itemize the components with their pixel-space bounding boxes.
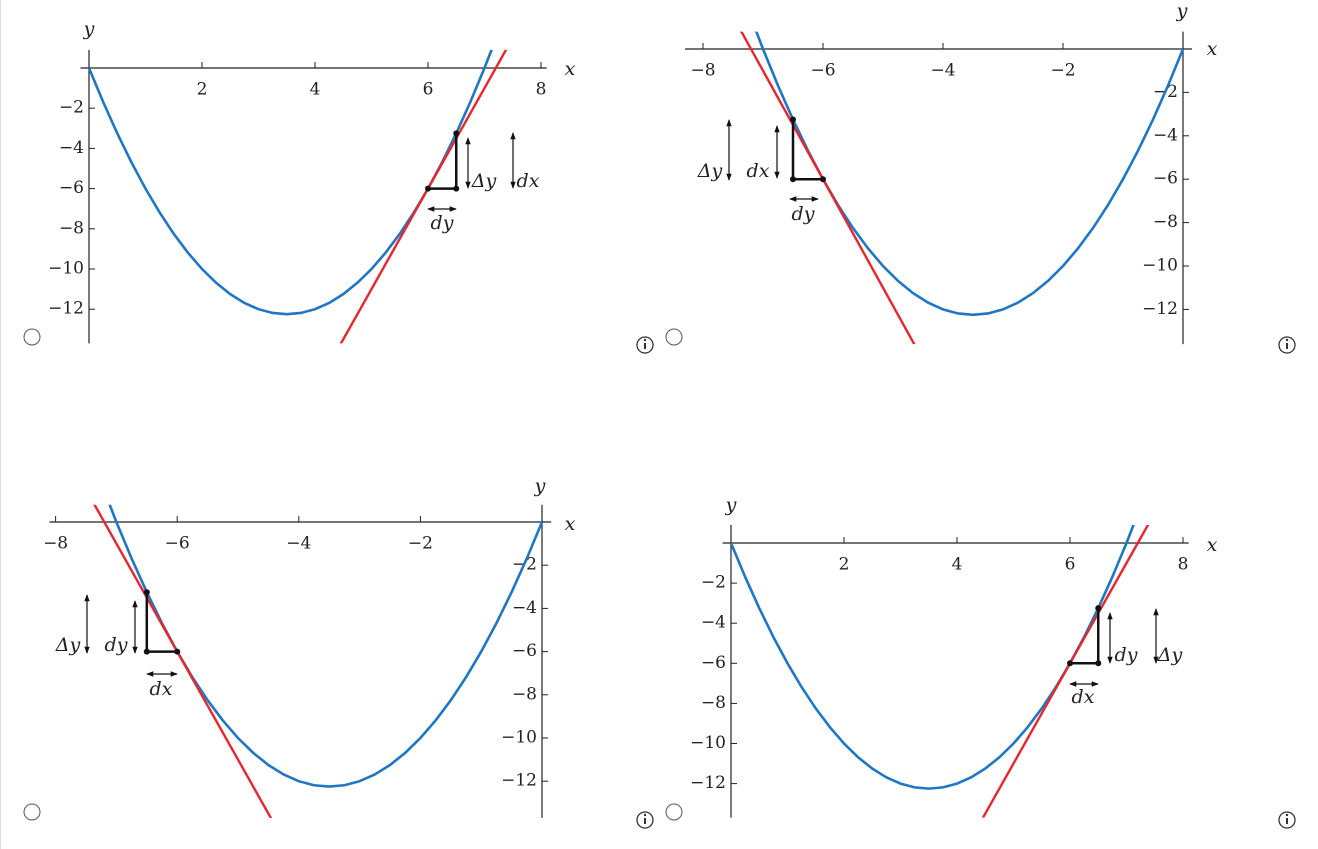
triangle-point bbox=[1095, 605, 1102, 612]
triangle-point bbox=[453, 130, 460, 137]
y-tick-label: −4 bbox=[1153, 125, 1178, 145]
y-tick-label: −12 bbox=[501, 771, 537, 791]
triangle-point bbox=[425, 185, 431, 192]
y-tick-label: −4 bbox=[701, 613, 726, 633]
plot: y x 2 4 6 8 −2 −4 −6 −8 −10 −12 dy Δy dx bbox=[690, 494, 1218, 818]
x-tick-label: 6 bbox=[1065, 555, 1076, 575]
radio-circle[interactable] bbox=[665, 328, 683, 346]
annotation-label: Δy bbox=[55, 634, 81, 656]
x-tick-label: 8 bbox=[1178, 555, 1189, 575]
tangent-line bbox=[981, 524, 1150, 818]
y-tick-label: −6 bbox=[59, 178, 84, 198]
radio-circle[interactable] bbox=[665, 803, 683, 821]
x-tick-label: −8 bbox=[43, 534, 68, 554]
y-tick-label: −12 bbox=[690, 773, 726, 793]
y-tick-label: −6 bbox=[701, 653, 726, 673]
y-tick-label: −2 bbox=[59, 98, 84, 118]
x-tick-label: −6 bbox=[165, 534, 190, 554]
radio[interactable] bbox=[23, 328, 41, 346]
annotation-label: Δy bbox=[697, 160, 723, 182]
triangle-point bbox=[1095, 660, 1102, 667]
info-icon[interactable] bbox=[1278, 336, 1296, 354]
radio-circle[interactable] bbox=[23, 328, 41, 346]
y-tick-label: −6 bbox=[512, 641, 537, 661]
y-tick-label: −10 bbox=[1142, 256, 1178, 276]
y-tick-label: −10 bbox=[501, 728, 537, 748]
annotation-label: dy bbox=[105, 634, 128, 656]
y-tick-label: −8 bbox=[512, 684, 537, 704]
x-tick-label: −4 bbox=[930, 61, 955, 81]
radio-circle[interactable] bbox=[23, 803, 41, 821]
x-axis-label: x bbox=[1207, 38, 1218, 60]
y-axis-label: y bbox=[1176, 0, 1188, 22]
x-axis-label: x bbox=[1207, 534, 1218, 556]
x-tick-label: −2 bbox=[408, 534, 433, 554]
y-tick-label: −8 bbox=[701, 693, 726, 713]
x-tick-label: −2 bbox=[1050, 61, 1075, 81]
y-tick-label: −4 bbox=[512, 598, 537, 618]
y-tick-label: −4 bbox=[59, 138, 84, 158]
annotation-label: Δy bbox=[1157, 644, 1183, 666]
radio[interactable] bbox=[665, 803, 683, 821]
annotation-label: dx bbox=[1072, 686, 1095, 708]
y-tick-label: −2 bbox=[701, 573, 726, 593]
x-axis-label: x bbox=[565, 513, 576, 535]
triangle-point bbox=[143, 648, 150, 655]
y-tick-label: −12 bbox=[48, 299, 84, 319]
x-tick-label: −4 bbox=[286, 534, 311, 554]
x-tick-label: 2 bbox=[197, 80, 208, 100]
annotation-label: dy bbox=[792, 203, 815, 225]
triangle-point bbox=[143, 589, 150, 596]
plot-area bbox=[93, 504, 544, 818]
radio[interactable] bbox=[23, 803, 41, 821]
annotation-label: dx bbox=[517, 170, 540, 192]
info-icon[interactable] bbox=[1278, 811, 1296, 829]
plot-area bbox=[740, 31, 1185, 345]
triangle-point bbox=[820, 176, 826, 183]
y-axis-label: y bbox=[534, 475, 546, 497]
x-tick-label: 4 bbox=[952, 555, 963, 575]
triangle-point bbox=[790, 176, 796, 183]
x-tick-label: 6 bbox=[423, 80, 434, 100]
triangle-point bbox=[1067, 660, 1073, 667]
y-tick-label: −8 bbox=[59, 218, 84, 238]
y-axis-label: y bbox=[725, 494, 737, 516]
y-tick-label: −10 bbox=[690, 733, 726, 753]
tangent-line bbox=[740, 31, 916, 345]
triangle-point bbox=[790, 116, 796, 123]
plot: y x 2 4 6 8 −2 −4 −6 −8 −10 −12 Δy dx dy bbox=[48, 18, 576, 344]
x-tick-label: −8 bbox=[690, 61, 715, 81]
x-axis-label: x bbox=[565, 58, 576, 80]
annotation-label: dy bbox=[1115, 644, 1138, 666]
annotation-label: dx bbox=[150, 678, 173, 700]
tangent-line bbox=[339, 49, 508, 344]
triangle-point bbox=[174, 648, 181, 655]
annotation-label: dx bbox=[747, 160, 770, 182]
annotation-label: Δy bbox=[471, 170, 497, 192]
x-tick-label: −6 bbox=[810, 61, 835, 81]
y-tick-label: −10 bbox=[48, 259, 84, 279]
y-axis-label: y bbox=[83, 18, 95, 40]
x-tick-label: 2 bbox=[839, 555, 850, 575]
info-icon[interactable] bbox=[636, 336, 654, 354]
y-tick-label: −12 bbox=[1142, 299, 1178, 319]
radio[interactable] bbox=[665, 328, 683, 346]
x-tick-label: 4 bbox=[310, 80, 321, 100]
annotation-label: dy bbox=[431, 212, 454, 234]
y-tick-label: −6 bbox=[1153, 169, 1178, 189]
x-tick-label: 8 bbox=[536, 80, 547, 100]
plot-area bbox=[87, 49, 508, 344]
tangent-line bbox=[93, 504, 273, 818]
triangle-point bbox=[453, 185, 460, 192]
info-icon[interactable] bbox=[636, 811, 654, 829]
y-tick-label: −8 bbox=[1153, 212, 1178, 232]
plot-area bbox=[729, 524, 1150, 818]
